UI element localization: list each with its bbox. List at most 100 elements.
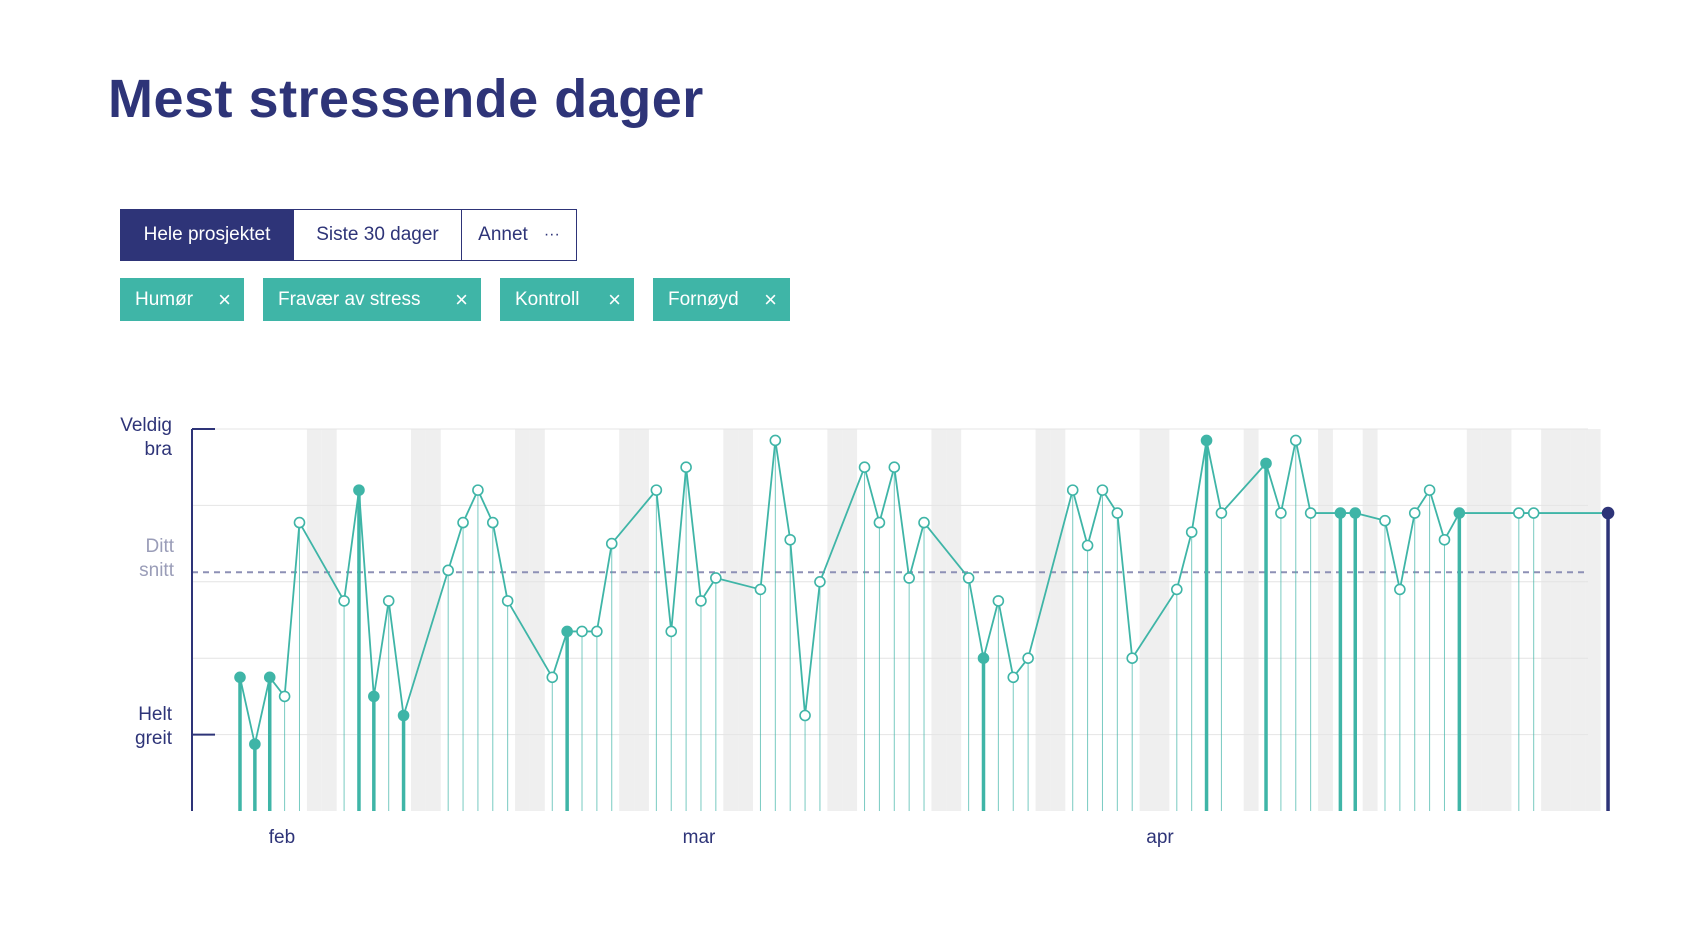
filter-chip-kontroll[interactable]: Kontroll × [500, 278, 634, 321]
weekend-band [1466, 429, 1482, 811]
data-point [873, 516, 886, 529]
data-point [1601, 506, 1615, 520]
weekend-band [1481, 429, 1497, 811]
y-label-bottom-line2: greit [135, 728, 173, 749]
filter-chip-humor[interactable]: Humør × [120, 278, 244, 321]
tab-label: Siste 30 dager [316, 224, 439, 245]
data-point [293, 516, 306, 529]
y-label-bottom-line1: Helt [138, 704, 173, 725]
data-point [754, 583, 767, 596]
page-title: Mest stressende dager [108, 69, 704, 129]
close-icon[interactable]: × [218, 286, 231, 312]
data-point [382, 595, 395, 607]
weekend-band [515, 429, 530, 811]
filter-chip-fornoyd[interactable]: Fornøyd × [653, 278, 790, 321]
weekend-band [738, 429, 754, 811]
y-label-average-line1: Ditt [146, 536, 175, 557]
chip-label: Humør [135, 288, 194, 310]
weekend-band [1541, 429, 1556, 811]
data-point [1527, 507, 1540, 519]
data-point [962, 572, 975, 584]
tab-label: Annet [478, 224, 528, 245]
data-point [1081, 539, 1094, 552]
weekend-band [1035, 429, 1051, 811]
data-point [1349, 507, 1362, 519]
data-point [992, 595, 1005, 607]
data-point [501, 595, 514, 607]
data-point [591, 625, 603, 638]
day-stems [238, 440, 1610, 811]
data-point [546, 671, 559, 684]
weekend-band [1243, 429, 1259, 811]
data-point [442, 564, 454, 577]
data-point [1289, 434, 1302, 447]
weekend-band [1154, 429, 1170, 811]
data-point [799, 709, 811, 722]
data-point [576, 625, 588, 638]
data-point [397, 709, 410, 722]
series-line [239, 439, 1609, 746]
data-point [368, 690, 380, 703]
data-point [1453, 507, 1466, 519]
y-label-average-line2: snitt [139, 560, 175, 581]
weekend-band [321, 429, 337, 811]
data-point [665, 625, 678, 638]
data-point [1513, 507, 1525, 519]
data-point [1408, 507, 1421, 519]
close-icon[interactable]: × [764, 286, 777, 312]
chip-label: Fornøyd [668, 288, 739, 310]
data-point [1185, 526, 1198, 538]
data-point [278, 690, 291, 703]
data-point [680, 461, 692, 474]
data-point [858, 461, 871, 474]
axis-labels: Veldig bra Ditt snitt Helt greit feb mar… [120, 415, 1174, 848]
weekend-band [1362, 429, 1378, 811]
data-point [918, 516, 930, 529]
data-point [888, 461, 901, 474]
tab-last-30-days[interactable]: Siste 30 dager [294, 210, 462, 260]
x-tick-label-mar: mar [683, 827, 716, 848]
x-tick-label-apr: apr [1146, 827, 1174, 848]
x-tick-label-feb: feb [269, 827, 295, 848]
filter-chip-fravaer-av-stress[interactable]: Fravær av stress × [263, 278, 481, 321]
weekend-band [1139, 429, 1155, 811]
data-point [1394, 583, 1406, 596]
data-point [338, 595, 350, 607]
data-point [1096, 484, 1109, 496]
weekend-band [306, 429, 322, 811]
y-label-top-line1: Veldig [120, 415, 172, 436]
weekend-band [1050, 429, 1066, 811]
data-point [605, 537, 618, 550]
weekend-band [1496, 429, 1512, 811]
weekend-band [723, 429, 739, 811]
data-point [457, 516, 469, 529]
chip-label: Kontroll [515, 288, 580, 310]
tab-whole-project[interactable]: Hele prosjektet [121, 210, 294, 260]
weekend-shading [306, 429, 1601, 811]
close-icon[interactable]: × [455, 286, 468, 312]
gridlines [192, 428, 1588, 736]
data-point [784, 533, 796, 546]
data-point [353, 484, 365, 496]
data-point [1304, 507, 1317, 519]
data-point [710, 572, 722, 584]
weekend-band [619, 429, 635, 811]
tab-other[interactable]: Annet ··· [462, 210, 576, 260]
chip-label: Fravær av stress [278, 288, 421, 310]
close-icon[interactable]: × [608, 286, 621, 312]
data-point [234, 671, 246, 684]
data-point [1379, 514, 1391, 527]
y-label-top-line2: bra [145, 439, 173, 460]
data-point [1066, 484, 1079, 496]
data-point [977, 652, 990, 665]
weekend-band [1318, 429, 1333, 811]
data-point [650, 484, 663, 496]
data-point [695, 595, 707, 607]
data-point [814, 575, 826, 588]
weekend-band [931, 429, 947, 811]
more-icon: ··· [543, 226, 560, 243]
weekend-band [1570, 429, 1586, 811]
weekend-band [411, 429, 426, 811]
data-point [1334, 507, 1347, 519]
